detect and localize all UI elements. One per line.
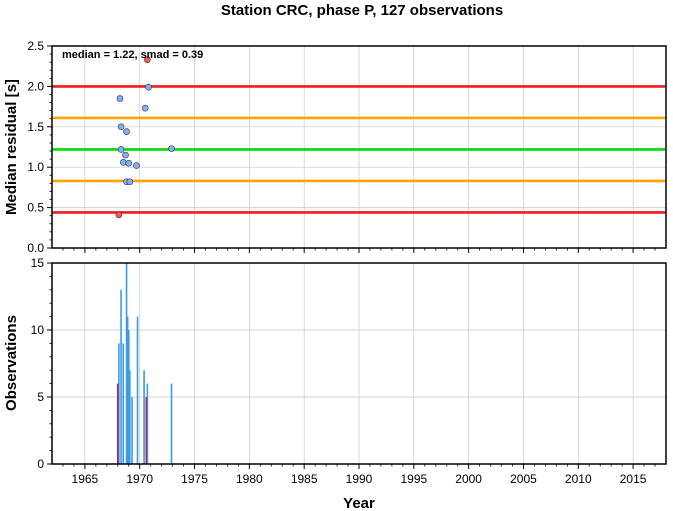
residual-point — [119, 159, 127, 166]
residual-points — [115, 56, 175, 219]
x-tick-label: 1995 — [400, 472, 427, 486]
x-tick-label: 1980 — [236, 472, 263, 486]
residual-y-tick-label: 0.5 — [27, 201, 44, 215]
x-tick-label: 2000 — [455, 472, 482, 486]
observations-y-tick-label: 0 — [37, 457, 44, 471]
residual-point — [123, 128, 130, 135]
x-tick-label: 1975 — [181, 472, 208, 486]
residual-y-tick-label: 1.0 — [27, 160, 44, 174]
observations-x-ticks: 1965 1970 1975 1980 1985 1990 1995 2000 2005 2010… — [62, 464, 656, 486]
observations-grid — [52, 262, 666, 465]
residual-y-tick-label: 1.5 — [27, 120, 44, 134]
x-tick-label: 2005 — [510, 472, 537, 486]
x-tick-label: 1965 — [72, 472, 99, 486]
residual-point — [115, 211, 123, 219]
residual-panel: 0.0 0.5 1.0 1.5 2.0 2.5 median = 1.22, smad =… — [3, 39, 667, 255]
residual-y-tick-label: 2.0 — [27, 79, 44, 93]
stats-annotation: median = 1.22, smad = 0.39 — [62, 49, 203, 61]
residual-point — [141, 104, 149, 112]
observations-bars — [116, 263, 173, 464]
residual-point — [117, 146, 125, 153]
observations-y-tick-label: 5 — [37, 390, 44, 404]
residual-reference-lines — [52, 85, 666, 214]
residual-y-axis-label: Median residual [s] — [3, 79, 20, 215]
chart-title: Station CRC, phase P, 127 observations — [221, 2, 503, 19]
x-tick-label: 1970 — [126, 472, 153, 486]
observations-panel: 0 5 10 15 1965 1970 1975 1980 1985 1990 1995 2000 2… — [3, 256, 667, 511]
residual-point — [133, 162, 140, 169]
observations-y-tick-label: 15 — [31, 256, 45, 270]
residual-point — [144, 56, 151, 64]
residual-point — [117, 123, 125, 131]
residual-point — [122, 151, 129, 159]
x-tick-label: 2015 — [620, 472, 647, 486]
observations-y-tick-label: 10 — [31, 323, 45, 337]
residual-point — [125, 159, 133, 167]
residual-y-tick-label: 0.0 — [27, 241, 44, 255]
x-axis-label: Year — [343, 495, 375, 511]
observations-y-axis-label: Observations — [3, 315, 20, 411]
residual-point — [116, 95, 124, 102]
observations-y-ticks: 0 5 10 15 — [31, 256, 52, 471]
x-tick-label: 2010 — [565, 472, 592, 486]
x-tick-label: 1985 — [291, 472, 318, 486]
residual-y-ticks: 0.0 0.5 1.0 1.5 2.0 2.5 — [27, 39, 52, 255]
x-tick-label: 1990 — [346, 472, 373, 486]
residual-point — [168, 145, 175, 152]
residual-point — [145, 83, 152, 91]
residual-point — [126, 178, 134, 186]
residual-x-ticks — [62, 248, 656, 253]
residual-y-tick-label: 2.5 — [27, 39, 44, 53]
